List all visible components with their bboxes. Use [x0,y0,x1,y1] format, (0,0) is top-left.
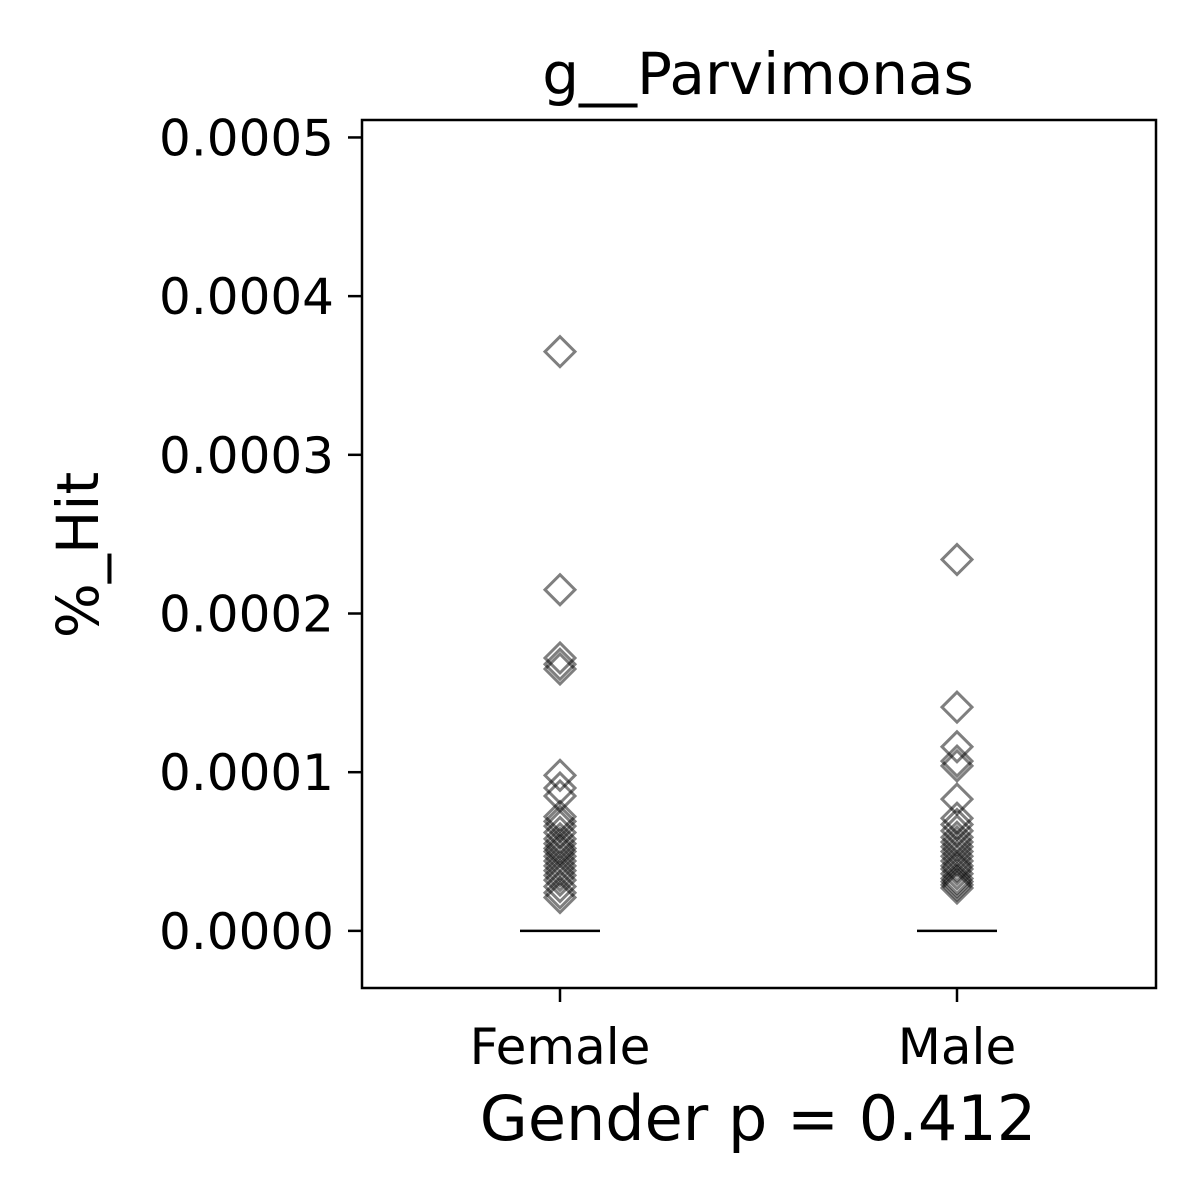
data-point [542,869,578,904]
data-point [939,864,975,899]
chart-title: g__Parvimonas [542,40,974,108]
y-axis-label: %_Hit [44,472,112,639]
data-point [542,651,578,687]
data-point [542,640,578,676]
y-tick-label: 0.0004 [159,268,334,326]
data-point [939,743,975,779]
data-point [542,875,578,910]
y-tick-label: 0.0003 [159,427,334,485]
data-point [939,748,975,783]
y-tick-label: 0.0005 [159,109,334,167]
data-point [939,856,975,891]
y-tick-label: 0.0002 [159,586,334,644]
plot-frame [360,118,1158,990]
data-point [542,853,578,888]
data-point [939,870,975,906]
data-point [542,334,578,369]
data-point [542,758,578,793]
data-point [542,862,578,898]
data-point [542,880,578,915]
x-tick-label: Female [470,1018,651,1076]
y-axis: 0.0000 0.0001 0.0002 0.0003 0.0004 0.0005 [159,109,362,961]
data-point [542,572,578,607]
data-point [939,867,975,902]
data-point [939,843,975,879]
y-tick-label: 0.0000 [159,903,334,961]
data-point [939,861,975,896]
data-point [939,690,975,725]
data-point [939,729,975,764]
y-tick-label: 0.0001 [159,744,334,802]
x-axis-label: Gender p = 0.412 [480,1082,1036,1155]
x-tick-label: Male [898,1018,1016,1076]
x-axis: Female Male [470,988,1016,1076]
data-point [939,542,975,577]
data-point [939,848,975,883]
data-point [939,851,975,887]
data-point [542,858,578,893]
data-point [542,647,578,682]
